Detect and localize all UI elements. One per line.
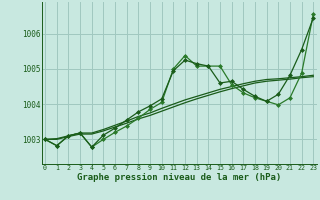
X-axis label: Graphe pression niveau de la mer (hPa): Graphe pression niveau de la mer (hPa): [77, 173, 281, 182]
